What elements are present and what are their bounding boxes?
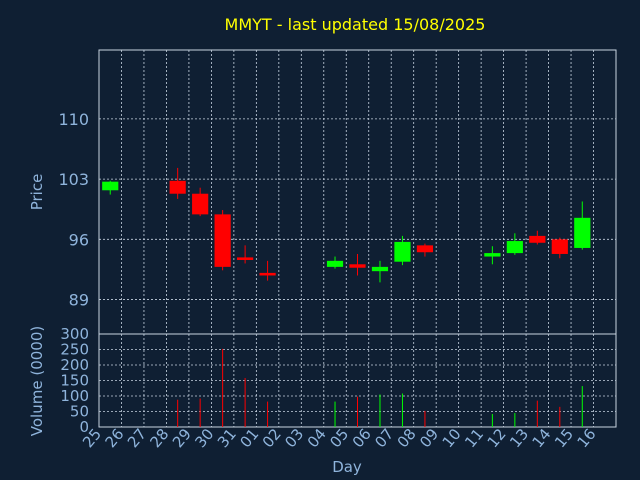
candle-body (371, 266, 389, 272)
candle-body (484, 253, 501, 257)
x-tick-label: 10 (439, 425, 465, 451)
volume-axis-label: Volume (0000) (28, 326, 46, 436)
candle-body (169, 180, 186, 194)
x-tick-label: 16 (574, 425, 600, 451)
price-tick-label: 110 (58, 110, 89, 129)
candle-body (506, 241, 523, 254)
volume-tick-label: 0 (79, 418, 89, 436)
chart-title: MMYT - last updated 15/08/2025 (225, 15, 486, 34)
volume-tick-label: 250 (60, 341, 89, 359)
candle-body (192, 193, 209, 215)
price-tick-label: 103 (58, 170, 89, 189)
x-axis-label: Day (332, 458, 362, 476)
x-tick-label: 05 (326, 425, 352, 451)
volume-tick-label: 150 (60, 372, 89, 390)
candle-body (326, 260, 344, 267)
candle-body (416, 245, 434, 253)
price-axis-label: Price (28, 174, 46, 211)
x-tick-label: 06 (349, 425, 375, 451)
candle-body (214, 214, 231, 267)
x-tick-label: 02 (259, 425, 285, 451)
x-tick-label: 15 (551, 425, 577, 451)
x-tick-label: 07 (371, 425, 397, 451)
x-tick-label: 09 (416, 425, 442, 451)
price-tick-label: 96 (69, 230, 89, 249)
x-tick-label: 08 (394, 425, 420, 451)
candle-body (394, 241, 411, 262)
volume-tick-label: 100 (60, 387, 89, 405)
volume-tick-label: 300 (60, 325, 89, 343)
x-tick-label: 04 (304, 425, 330, 451)
volume-tick-label: 200 (60, 356, 89, 374)
price-panel: 89 96 103 110 (58, 49, 617, 335)
volume-tick-label: 50 (70, 403, 89, 421)
x-tick-label: 12 (484, 425, 510, 451)
x-tick-label: 11 (461, 425, 487, 451)
x-tick-label: 26 (101, 425, 127, 451)
candle-body (551, 239, 568, 254)
x-tick-label: 30 (191, 425, 217, 451)
x-tick-label: 13 (506, 425, 532, 451)
candle-body (574, 217, 591, 248)
x-tick-label: 01 (236, 425, 262, 451)
x-tick-label: 14 (529, 425, 555, 451)
x-tick-label: 29 (169, 425, 195, 451)
candle-body (259, 272, 276, 276)
candle-body (349, 264, 366, 268)
candle-body (529, 235, 546, 243)
x-tick-label: 28 (146, 425, 172, 451)
x-tick-label: 03 (281, 425, 307, 451)
x-tick-label: 27 (124, 425, 150, 451)
candle-body (237, 257, 254, 260)
candle-body (102, 181, 119, 191)
volume-panel: 0501001502002503002526272829303101020304… (60, 325, 617, 451)
price-tick-label: 89 (69, 291, 89, 310)
x-tick-label: 31 (214, 425, 240, 451)
